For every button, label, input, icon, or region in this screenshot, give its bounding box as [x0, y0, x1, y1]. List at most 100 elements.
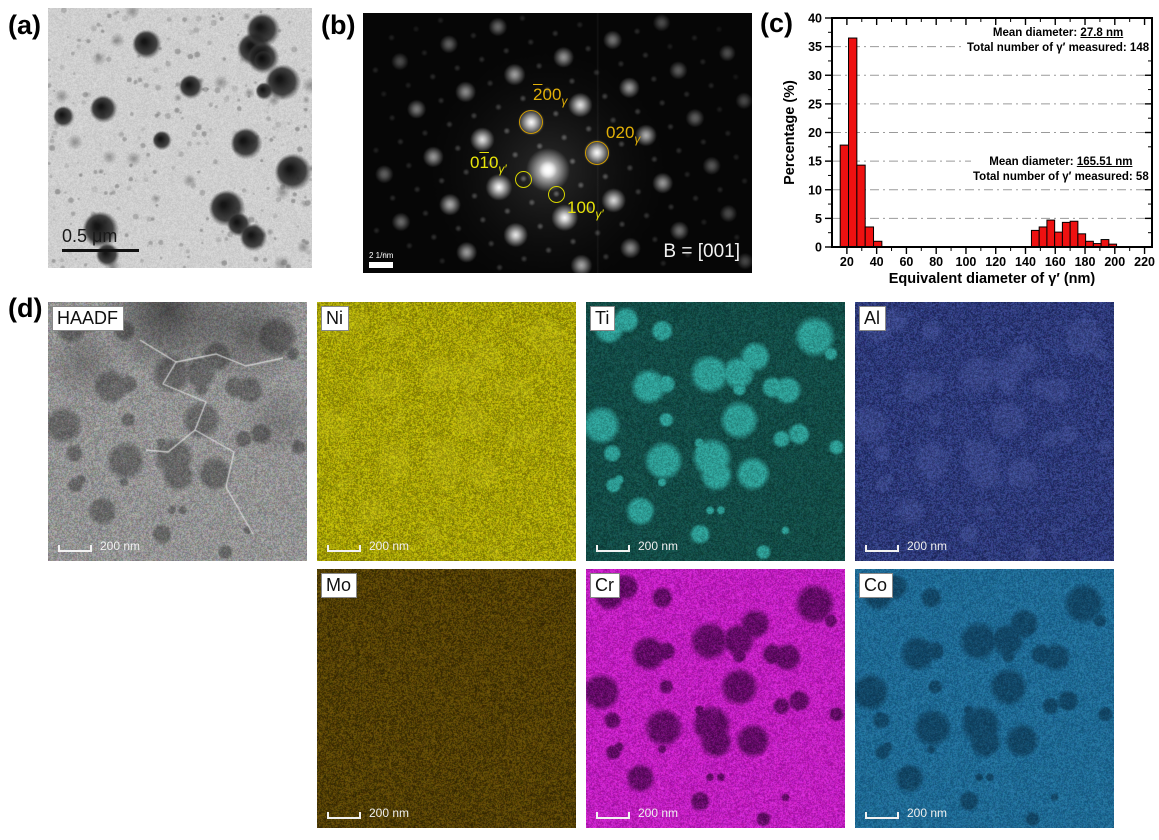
scalebar-text: 200 nm	[638, 806, 679, 820]
y-axis-title: Percentage (%)	[782, 80, 798, 185]
hkl-digit: 0	[551, 85, 562, 104]
histogram-bar	[1038, 226, 1048, 248]
scalebar-text: 200 nm	[907, 539, 948, 553]
map-label-mo: Mo	[321, 573, 358, 598]
x-tick-label: 120	[985, 255, 1006, 269]
x-tick-label: 40	[870, 255, 884, 269]
y-tick-label: 20	[808, 126, 822, 140]
histogram-bar	[1100, 239, 1110, 248]
diffraction-spot-circle-200	[519, 110, 543, 134]
mean-diameter-label: Mean diameter:	[992, 27, 1081, 39]
eds-map-mo: Mo 200 nm	[317, 569, 576, 828]
histogram-bar	[839, 144, 850, 248]
hkl-digit: 2	[615, 123, 625, 142]
eds-map-canvas	[586, 302, 845, 561]
histogram-bar	[1054, 231, 1063, 248]
panel-a-label: (a)	[8, 10, 41, 40]
phase-subscript: γ′	[595, 207, 604, 221]
histogram-bar	[848, 37, 858, 248]
map-label-ti: Ti	[590, 306, 616, 331]
eds-map-canvas	[317, 302, 576, 561]
x-tick-label: 100	[956, 255, 977, 269]
histogram-bar	[1030, 229, 1040, 248]
scalebar-text: 200 nm	[638, 539, 679, 553]
x-tick-label: 20	[840, 255, 854, 269]
diffraction-spot-circle-010	[514, 170, 532, 188]
diffraction-spot-label-010: 010γ′	[470, 154, 507, 175]
phase-subscript: γ′	[498, 162, 507, 176]
histogram-bar	[1077, 233, 1087, 248]
eds-map-ti: Ti 200 nm	[586, 302, 845, 561]
panel-b-label: (b)	[321, 10, 356, 40]
histogram-bar	[1061, 221, 1071, 248]
eds-map-al: Al 200 nm	[855, 302, 1114, 561]
x-tick-label: 80	[929, 255, 943, 269]
panel-d-label: (d)	[8, 293, 43, 323]
hkl-digit: 0	[542, 85, 552, 104]
scalebar-text: 200 nm	[369, 806, 410, 820]
beam-direction-label: B = [001]	[663, 241, 740, 262]
diffraction-spot-label-200: 200γ	[533, 86, 567, 107]
diffraction-pattern-canvas	[363, 13, 752, 273]
eds-map-canvas	[317, 569, 576, 828]
scalebar-bracket	[327, 545, 361, 552]
panel-a-scalebar-line	[62, 249, 139, 252]
diffraction-spot-label-100: 100γ′	[567, 199, 604, 220]
x-tick-label: 60	[899, 255, 913, 269]
mean-diameter-label: Mean diameter:	[989, 156, 1077, 168]
hkl-digit: 0	[576, 198, 586, 217]
annotation-small-gamma-prime: Mean diameter: 27.8 nm Total number of γ…	[965, 26, 1152, 57]
scalebar-bracket	[865, 812, 899, 819]
x-tick-label: 220	[1134, 255, 1155, 269]
eds-map-canvas	[48, 302, 307, 561]
scalebar-bracket	[58, 545, 92, 552]
hkl-digit: 0	[470, 153, 480, 172]
scalebar-text: 200 nm	[369, 539, 410, 553]
scalebar-bracket	[596, 812, 630, 819]
histogram-bar	[856, 164, 866, 248]
histogram-bar	[864, 226, 875, 248]
tem-micrograph-canvas	[48, 8, 312, 268]
map-label-ni: Ni	[321, 306, 349, 331]
annotation-line-2: Total number of γ′ measured: 58	[973, 171, 1149, 184]
map-label-co: Co	[859, 573, 894, 598]
y-tick-label: 5	[815, 212, 822, 226]
hkl-digit: 1	[479, 153, 489, 172]
y-tick-label: 35	[808, 40, 822, 54]
diffraction-spot-label-020: 020γ	[606, 124, 640, 145]
panel-b-scalebar-text: 2 1/nm	[369, 251, 394, 260]
eds-map-haadf: HAADF 200 nm	[48, 302, 307, 561]
panel-b-scalebar-line	[369, 262, 393, 268]
histogram-bar	[1046, 219, 1056, 248]
x-tick-label: 180	[1075, 255, 1096, 269]
y-tick-label: 25	[808, 97, 822, 111]
hkl-digit: 1	[567, 198, 577, 217]
hkl-digit: 2	[533, 85, 543, 104]
eds-map-ni: Ni 200 nm	[317, 302, 576, 561]
annotation-line-1: Mean diameter: 165.51 nm	[973, 155, 1149, 170]
scalebar-text: 200 nm	[907, 806, 948, 820]
hkl-digit: 0	[585, 198, 596, 217]
panel-a-scalebar-text: 0.5 μm	[62, 226, 118, 246]
panel-c-label: (c)	[760, 8, 793, 38]
x-tick-label: 200	[1104, 255, 1125, 269]
scalebar-bracket	[327, 812, 361, 819]
phase-subscript: γ	[634, 132, 641, 146]
phase-subscript: γ	[561, 94, 568, 108]
panel-b-diffraction-pattern: B = [001] 2 1/nm 200γ 020γ 010γ′ 100γ′	[363, 13, 752, 273]
panel-c-histogram: 20 40 60 80 100 120 140 160 180 200 220 0 5 10 15 20 25 3…	[760, 4, 1159, 296]
x-axis-title: Equivalent diameter of γ′ (nm)	[889, 271, 1096, 287]
x-tick-label: 140	[1015, 255, 1036, 269]
map-label-cr: Cr	[590, 573, 620, 598]
y-tick-label: 15	[808, 155, 822, 169]
scalebar-bracket	[596, 545, 630, 552]
panel-a-tem-micrograph: 0.5 μm	[48, 8, 312, 268]
eds-map-canvas	[855, 569, 1114, 828]
hkl-digit: 0	[488, 153, 499, 172]
hkl-digit: 0	[624, 123, 635, 142]
eds-map-co: Co 200 nm	[855, 569, 1114, 828]
eds-map-canvas	[855, 302, 1114, 561]
y-tick-label: 40	[808, 12, 822, 26]
annotation-line-2: Total number of γ′ measured: 148	[967, 42, 1150, 55]
